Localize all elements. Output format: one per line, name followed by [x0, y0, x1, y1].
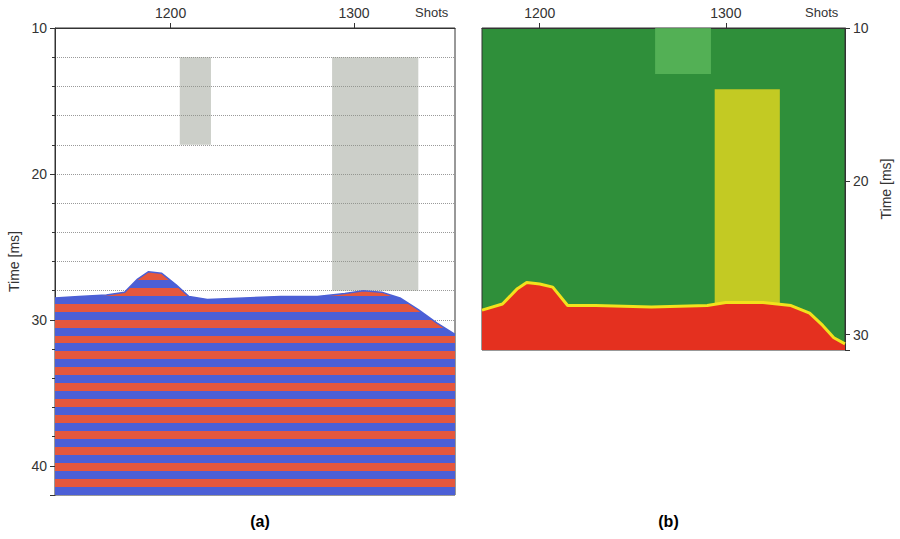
- svg-text:1200: 1200: [155, 5, 186, 21]
- svg-text:40: 40: [31, 458, 47, 474]
- svg-text:1300: 1300: [339, 5, 370, 21]
- svg-text:Shots: Shots: [805, 5, 839, 20]
- svg-text:20: 20: [853, 173, 869, 189]
- svg-text:Shots: Shots: [415, 5, 449, 20]
- svg-text:(a): (a): [250, 513, 270, 530]
- svg-text:1300: 1300: [710, 5, 741, 21]
- svg-text:(b): (b): [658, 513, 678, 530]
- svg-text:Time [ms]: Time [ms]: [6, 231, 22, 292]
- svg-text:1200: 1200: [524, 5, 555, 21]
- svg-text:10: 10: [853, 20, 869, 36]
- svg-text:10: 10: [31, 20, 47, 36]
- svg-text:30: 30: [31, 312, 47, 328]
- svg-text:Time [ms]: Time [ms]: [878, 159, 894, 220]
- svg-text:30: 30: [853, 327, 869, 343]
- svg-text:20: 20: [31, 166, 47, 182]
